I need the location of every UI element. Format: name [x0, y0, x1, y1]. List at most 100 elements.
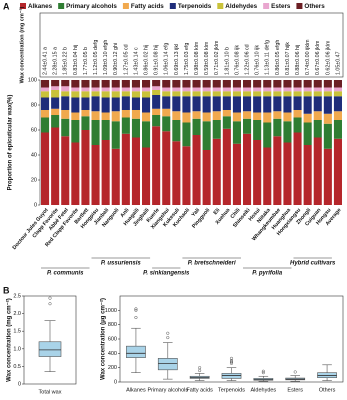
bar-segment	[182, 146, 191, 205]
y-tick-label: 1.5	[13, 329, 21, 335]
bar-segment	[253, 96, 262, 113]
bar-segment	[323, 113, 332, 124]
wax-label: 1.12±0.05 defg	[93, 40, 99, 75]
bar-segment	[61, 91, 70, 97]
bar-segment	[41, 97, 50, 110]
bar-segment	[293, 132, 302, 205]
bar-segment	[323, 80, 332, 88]
bar-segment	[121, 91, 130, 97]
bar-segment	[232, 121, 241, 144]
y-tick-label: 20	[31, 177, 37, 183]
bar-segment	[283, 142, 292, 205]
y-tick-label: 100	[28, 77, 37, 83]
bar-segment	[253, 91, 262, 97]
bar-segment	[111, 87, 120, 92]
bar-segment	[303, 113, 312, 123]
bar-segment	[162, 131, 171, 205]
bar-segment	[142, 97, 151, 113]
legend-label: Esters	[271, 3, 291, 10]
y-tick-label: 1.0	[13, 346, 21, 352]
wax-label: 1.43±0.14 c	[133, 47, 139, 75]
bar-segment	[111, 91, 120, 98]
bar-segment	[293, 117, 302, 133]
bar-segment	[91, 111, 100, 120]
wax-label: 0.88±0.06 hij	[295, 45, 301, 75]
legend-label: Alkanes	[28, 3, 53, 10]
bar-segment	[91, 80, 100, 88]
wax-title: Wax concentration (mg cm⁻²)	[18, 7, 25, 84]
bar-segment	[101, 97, 110, 113]
bar-segment	[313, 137, 322, 205]
bar-segment	[71, 80, 80, 88]
wax-label: 0.81±0.07 hijk	[285, 42, 291, 75]
bar-segment	[162, 87, 171, 92]
legend-label: Aldehydes	[225, 3, 257, 10]
outlier	[48, 302, 52, 306]
wax-label: 0.83±0.04 hij	[73, 45, 79, 75]
outlier	[198, 366, 202, 370]
wax-label: 1.06±0.14 efg	[164, 43, 170, 75]
outlier	[229, 360, 234, 364]
wax-label: 1.85±0.22 b	[63, 47, 69, 75]
bar-segment	[303, 87, 312, 92]
wax-label: 1.05±0.47	[335, 51, 341, 75]
bar-segment	[303, 145, 312, 205]
bar-segment	[212, 120, 221, 139]
legend-swatch	[263, 3, 270, 9]
bar-segment	[273, 96, 282, 112]
bar-segment	[81, 87, 90, 92]
bar-segment	[333, 96, 342, 112]
x-tick-label: Alkanes	[126, 387, 146, 393]
y-tick-label: 400	[108, 351, 117, 357]
legend-label: Terpenoids	[178, 3, 212, 10]
bar-segment	[162, 80, 171, 88]
bar-segment	[41, 87, 50, 92]
bar-segment	[142, 91, 151, 98]
bar-segment	[121, 133, 130, 205]
bar-segment	[222, 80, 231, 88]
y-axis-label: Proportion of epicuticular wax(%)	[8, 95, 14, 191]
bar-segment	[222, 116, 231, 129]
wax-label: 1.22±0.06 cd	[244, 44, 250, 75]
bar-segment	[333, 120, 342, 139]
bar-segment	[202, 150, 211, 205]
bar-segment	[182, 80, 191, 88]
bar-segment	[101, 120, 110, 140]
bar-segment	[152, 80, 161, 87]
bar-segment	[243, 118, 252, 134]
outlier	[48, 296, 52, 300]
bar-segment	[323, 87, 332, 92]
plot-frame	[119, 295, 344, 383]
box	[157, 358, 178, 371]
x-tick-label: Anli	[119, 207, 130, 219]
y-tick-label: 200	[108, 365, 117, 371]
bar-segment	[142, 147, 151, 205]
bar-segment	[303, 80, 312, 88]
bar-segment	[71, 142, 80, 205]
bar-segment	[131, 110, 140, 119]
outlier	[198, 368, 202, 373]
bar-segment	[202, 87, 211, 92]
outlier	[134, 308, 138, 312]
bar-segment	[232, 112, 241, 122]
bar-segment	[91, 96, 100, 112]
bar-segment	[263, 147, 272, 205]
y-axis-label: Wax concentration (mg cm⁻²)	[6, 298, 13, 382]
bar-segment	[253, 120, 262, 140]
bar-segment	[41, 80, 50, 88]
x-tick-label: Primary alcohols	[147, 387, 188, 393]
bar-segment	[81, 97, 90, 110]
bar-segment	[71, 87, 80, 92]
bar-segment	[41, 110, 50, 118]
bar-segment	[212, 87, 221, 92]
box	[38, 341, 62, 357]
bar-segment	[111, 121, 120, 149]
bar-segment	[152, 95, 161, 109]
bar-segment	[243, 91, 252, 97]
bar-segment	[232, 80, 241, 88]
y-tick-label: 0	[18, 381, 21, 387]
bar-segment	[222, 96, 231, 110]
bar-segment	[182, 87, 191, 92]
wax-label: 1.77±0.05 b	[83, 47, 89, 75]
bar-segment	[162, 116, 171, 132]
